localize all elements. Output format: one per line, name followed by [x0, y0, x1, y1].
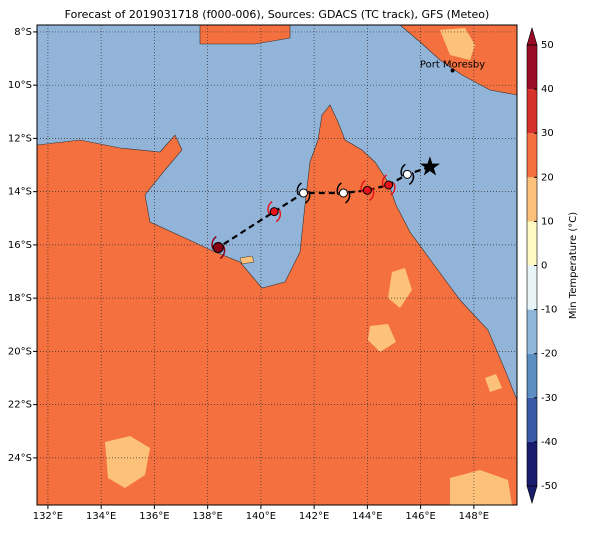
- colorbar-tick-label: -40: [541, 437, 557, 448]
- colorbar-tick-label: -20: [541, 349, 557, 360]
- place-marker: [450, 68, 455, 73]
- storm-track: [211, 156, 441, 260]
- x-tick-label: 136°E: [139, 511, 169, 522]
- colorbar-tick-label: 40: [541, 84, 554, 95]
- track-point: [298, 188, 308, 198]
- cool-patch: [485, 374, 502, 392]
- track-line: [217, 165, 431, 249]
- map-area: [37, 25, 517, 505]
- land-north: [199, 25, 291, 45]
- y-tick-label: 14°S: [8, 187, 32, 198]
- cool-patch: [450, 470, 512, 505]
- storm-symbol-arc: [400, 163, 415, 185]
- track-point: [402, 169, 412, 179]
- colorbar-band: [527, 45, 537, 90]
- y-tick-label: 20°S: [8, 346, 32, 357]
- cool-patch: [368, 324, 396, 352]
- land-new-guinea: [399, 25, 517, 96]
- cool-patch: [440, 28, 475, 60]
- storm-symbol-arc: [381, 174, 396, 196]
- island: [239, 255, 255, 265]
- track-point: [212, 242, 224, 254]
- x-tick-label: 142°E: [299, 511, 329, 522]
- colorbar-band: [527, 353, 537, 398]
- place-label: Port Moresby: [420, 60, 485, 71]
- colorbar-tick-label: 10: [541, 216, 554, 227]
- map-frame: [36, 24, 518, 506]
- colorbar-extend-top: [526, 26, 538, 46]
- colorbar: -50 -40 -30 -20 -10 0 10 20 30 40 50 Min Temperatur…: [526, 26, 579, 505]
- map-title: Forecast of 2019031718 (f000-006), Sourc…: [65, 8, 490, 21]
- x-tick-label: 132°E: [33, 511, 63, 522]
- colorbar-band: [527, 309, 537, 354]
- colorbar-band: [527, 397, 537, 442]
- y-tick-label: 24°S: [8, 453, 32, 464]
- colorbar-tick-label: 30: [541, 128, 554, 139]
- colorbar-extend-bottom: [526, 485, 538, 505]
- colorbar-tick-label: 0: [541, 261, 547, 272]
- current-position: [419, 156, 441, 176]
- colorbar-tick-label: -10: [541, 305, 557, 316]
- storm-symbol-arc: [296, 182, 311, 204]
- colorbar-tick-label: -50: [541, 481, 557, 492]
- colorbar-band: [527, 441, 537, 486]
- y-tick-label: 12°S: [8, 133, 32, 144]
- x-tick-label: 140°E: [246, 511, 276, 522]
- x-tick-label: 134°E: [86, 511, 116, 522]
- colorbar-band: [527, 177, 537, 222]
- colorbar-band: [527, 221, 537, 266]
- grid: [37, 25, 517, 505]
- x-tick-label: 138°E: [192, 511, 222, 522]
- storm-symbol-arc: [360, 179, 375, 201]
- cool-patch: [105, 436, 150, 488]
- storm-symbol-arc: [267, 200, 282, 223]
- land-australia: [37, 104, 517, 505]
- x-tick-label: 146°E: [405, 511, 435, 522]
- storm-symbol-arc: [336, 182, 351, 204]
- colorbar-tick-label: 50: [541, 40, 554, 51]
- track-point: [338, 188, 348, 198]
- y-tick-label: 18°S: [8, 293, 32, 304]
- colorbar-band: [527, 133, 537, 178]
- colorbar-band: [527, 265, 537, 310]
- colorbar-tick-label: 20: [541, 172, 554, 183]
- colorbar-tick-label: -30: [541, 393, 557, 404]
- colorbar-label: Min Temperature (°C): [568, 212, 579, 319]
- y-tick-label: 22°S: [8, 400, 32, 411]
- track-point: [362, 185, 372, 195]
- colorbar-band: [527, 89, 537, 134]
- track-point: [384, 180, 394, 190]
- y-tick-label: 10°S: [8, 80, 32, 91]
- x-tick-label: 148°E: [459, 511, 489, 522]
- track-point: [269, 207, 279, 217]
- x-tick-label: 144°E: [352, 511, 382, 522]
- y-tick-label: 8°S: [14, 27, 32, 38]
- y-tick-label: 16°S: [8, 240, 32, 251]
